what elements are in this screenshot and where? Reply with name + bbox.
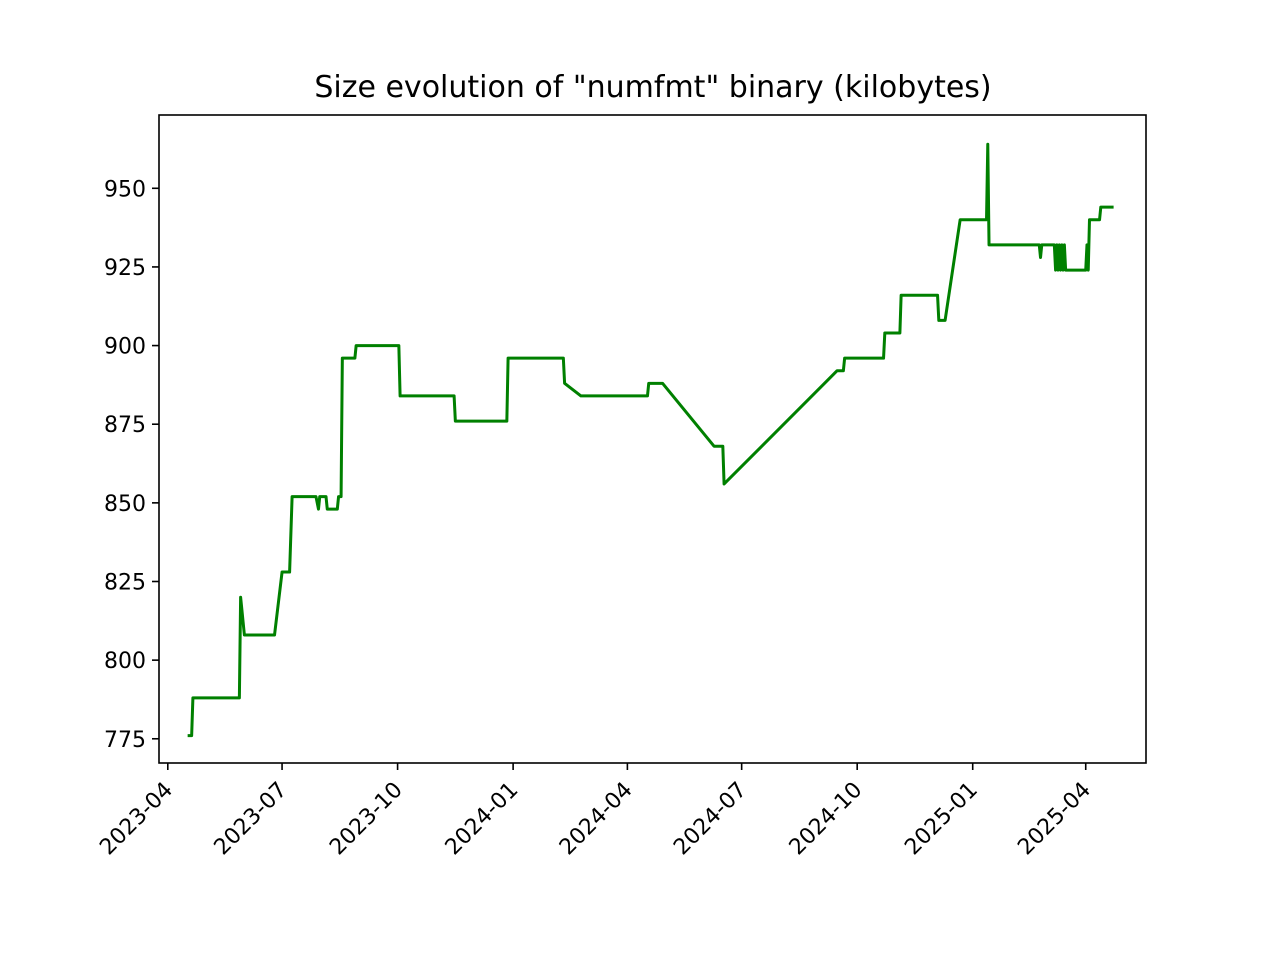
y-tick-label: 850 bbox=[104, 492, 146, 517]
y-tick-label: 800 bbox=[104, 649, 146, 674]
x-axis: 2023-04 2023-07 2023-10 2024-01 2024-04 2024-… bbox=[95, 763, 1096, 860]
x-tick-label: 2025-01 bbox=[900, 778, 983, 861]
y-axis: 775 800 825 850 875 900 925 950 bbox=[104, 177, 159, 753]
x-tick-label: 2024-04 bbox=[555, 778, 638, 861]
y-tick-label: 950 bbox=[104, 177, 146, 202]
x-tick-label: 2024-01 bbox=[441, 778, 524, 861]
y-tick-label: 900 bbox=[104, 335, 146, 360]
series-line bbox=[187, 142, 1114, 738]
y-tick-label: 875 bbox=[104, 413, 146, 438]
y-tick-label: 775 bbox=[104, 728, 146, 753]
plot-frame bbox=[158, 114, 1147, 764]
y-tick-label: 925 bbox=[104, 256, 146, 281]
x-tick-label: 2023-04 bbox=[95, 778, 178, 861]
x-tick-label: 2024-07 bbox=[669, 778, 752, 861]
plot-series bbox=[187, 142, 1114, 738]
x-tick-label: 2024-10 bbox=[785, 778, 868, 861]
y-tick-label: 825 bbox=[104, 570, 146, 595]
x-tick-label: 2023-07 bbox=[210, 778, 293, 861]
chart-title: Size evolution of "numfmt" binary (kilob… bbox=[314, 70, 991, 105]
x-tick-label: 2025-04 bbox=[1013, 778, 1096, 861]
x-tick-label: 2023-10 bbox=[325, 778, 408, 861]
